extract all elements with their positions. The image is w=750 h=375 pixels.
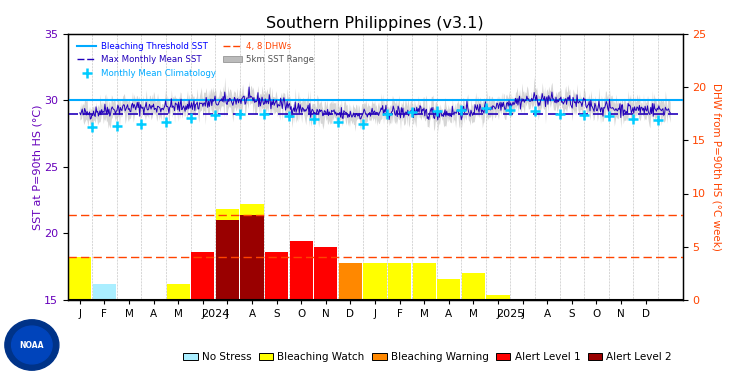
Bar <box>216 252 239 300</box>
Bar <box>265 252 288 300</box>
Bar <box>314 247 338 300</box>
Circle shape <box>4 320 58 370</box>
Bar <box>216 210 239 300</box>
Bar <box>339 263 362 300</box>
Bar <box>240 215 264 300</box>
Bar <box>240 252 264 300</box>
Bar <box>191 257 214 300</box>
Bar <box>290 252 313 300</box>
Bar <box>265 257 288 300</box>
Bar <box>363 263 387 300</box>
Bar <box>314 247 338 300</box>
Bar <box>486 295 510 300</box>
Bar <box>290 242 313 300</box>
Bar <box>314 252 338 300</box>
Bar <box>93 284 116 300</box>
Text: 2024: 2024 <box>201 309 229 319</box>
Bar <box>265 252 288 300</box>
Bar <box>339 263 362 300</box>
Y-axis label: DHW from P=90th HS (°C week): DHW from P=90th HS (°C week) <box>712 83 722 251</box>
Text: 2025: 2025 <box>496 309 524 319</box>
Bar <box>413 263 436 300</box>
Y-axis label: SST at P=90th HS (°C): SST at P=90th HS (°C) <box>32 104 42 230</box>
Bar <box>166 284 190 300</box>
Bar <box>191 252 214 300</box>
Title: Southern Philippines (v3.1): Southern Philippines (v3.1) <box>266 16 484 31</box>
Legend: Bleaching Threshold SST, Max Monthly Mean SST, Monthly Mean Climatology, 4, 8 DH: Bleaching Threshold SST, Max Monthly Mea… <box>75 39 316 80</box>
Bar <box>216 220 239 300</box>
Legend: No Stress, Bleaching Watch, Bleaching Warning, Alert Level 1, Alert Level 2: No Stress, Bleaching Watch, Bleaching Wa… <box>178 348 676 366</box>
Bar <box>462 273 485 300</box>
Text: NOAA: NOAA <box>20 340 44 350</box>
Bar <box>240 204 264 300</box>
Bar <box>68 257 92 300</box>
Bar <box>437 279 460 300</box>
Bar <box>191 252 214 300</box>
Bar <box>240 215 264 300</box>
Bar <box>216 225 239 300</box>
Bar <box>388 263 411 300</box>
Circle shape <box>12 326 52 364</box>
Bar <box>290 242 313 300</box>
